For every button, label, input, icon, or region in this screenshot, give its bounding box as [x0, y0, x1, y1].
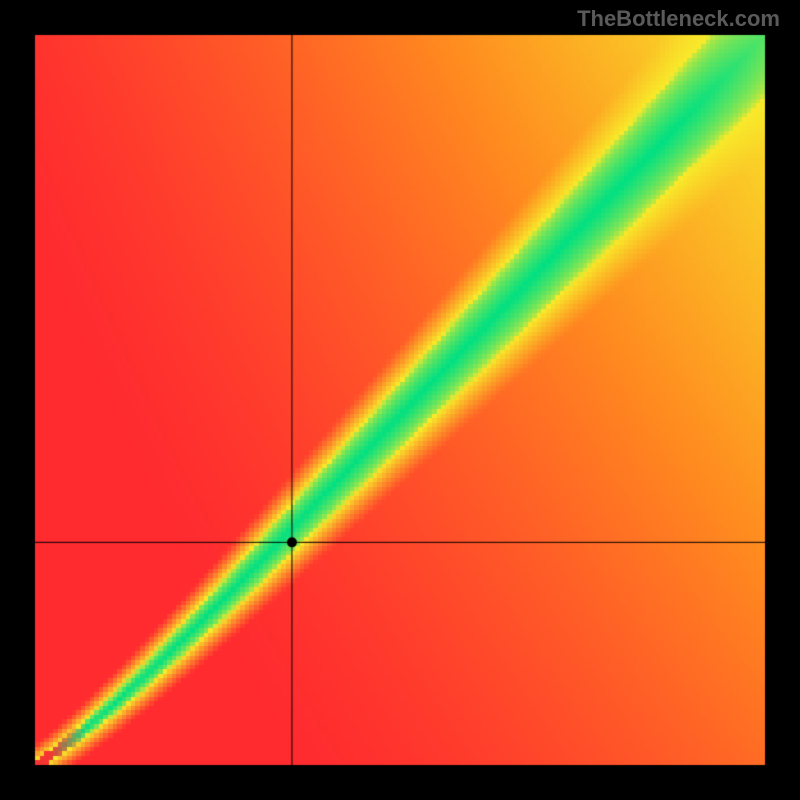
heatmap-canvas — [0, 0, 800, 800]
chart-container: TheBottleneck.com — [0, 0, 800, 800]
watermark-text: TheBottleneck.com — [577, 6, 780, 32]
